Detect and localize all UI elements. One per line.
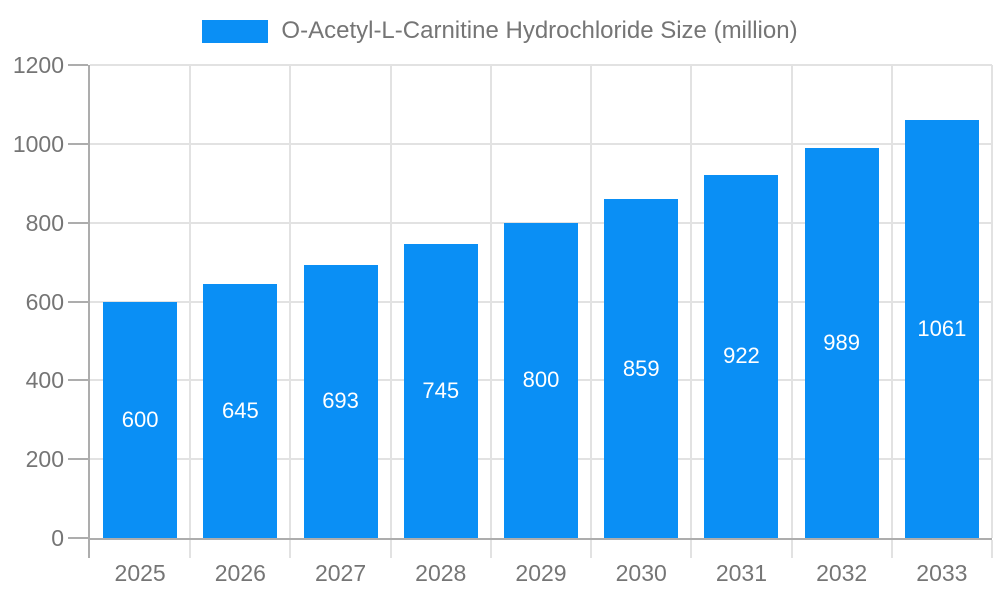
x-axis-tick <box>189 540 192 558</box>
bar-2025[interactable]: 600 <box>103 301 178 538</box>
y-axis-tick <box>68 379 88 382</box>
gridline-vertical <box>790 65 793 538</box>
legend-swatch <box>202 19 269 43</box>
bar-value-label: 859 <box>622 355 660 381</box>
gridline-horizontal <box>90 142 992 145</box>
y-tick-label: 0 <box>51 525 64 551</box>
x-axis-tick <box>790 540 793 558</box>
x-tick-label: 2027 <box>314 560 367 586</box>
bar-2028[interactable]: 745 <box>403 244 478 538</box>
gridline-vertical <box>389 65 392 538</box>
x-tick-label: 2030 <box>615 560 667 586</box>
bar-value-label: 600 <box>121 406 159 432</box>
y-axis-tick <box>68 221 88 224</box>
x-tick-label: 2026 <box>214 560 266 586</box>
x-tick-label: 2033 <box>916 560 968 586</box>
x-axis-tick <box>88 540 90 558</box>
bar-2027[interactable]: 693 <box>303 264 378 538</box>
y-tick-label: 600 <box>25 288 64 315</box>
bar-2029[interactable]: 800 <box>504 222 578 538</box>
gridline-vertical <box>991 65 993 538</box>
legend-item[interactable]: O-Acetyl-L-Carnitine Hydrochloride Size … <box>0 17 1000 45</box>
gridline-horizontal <box>90 64 992 66</box>
y-axis-tick <box>68 537 88 539</box>
y-tick-label: 1200 <box>12 52 64 78</box>
bar-2031[interactable]: 922 <box>704 174 779 538</box>
x-tick-label: 2032 <box>816 560 868 586</box>
bar-value-label: 745 <box>422 378 460 404</box>
bar-value-label: 989 <box>823 330 861 356</box>
x-tick-label: 2025 <box>114 560 166 586</box>
x-axis-tick <box>389 540 392 558</box>
bar-2030[interactable]: 859 <box>604 199 679 538</box>
gridline-vertical <box>890 65 893 538</box>
bar-value-label: 922 <box>723 343 760 369</box>
bar-value-label: 800 <box>522 367 560 393</box>
x-axis-tick <box>690 540 693 558</box>
bar-2026[interactable]: 645 <box>203 283 278 538</box>
x-axis-tick <box>590 540 593 558</box>
gridline-vertical <box>489 65 492 538</box>
y-tick-label: 800 <box>25 209 64 236</box>
x-tick-label: 2031 <box>715 560 768 586</box>
bar-value-label: 1061 <box>917 315 967 341</box>
y-axis-tick <box>68 64 88 66</box>
plot-area: 0 200 400 600 800 1000 1200 600 2025 645 2026 693 20… <box>13 52 993 586</box>
y-axis-tick <box>68 142 88 145</box>
gridline-vertical <box>690 65 693 538</box>
x-axis-tick <box>489 540 492 558</box>
bar-2032[interactable]: 989 <box>804 148 879 538</box>
bar-2033[interactable]: 1061 <box>904 119 979 538</box>
y-axis-tick <box>68 300 88 303</box>
x-axis-tick <box>289 540 292 558</box>
gridline-vertical <box>590 65 593 538</box>
x-tick-label: 2029 <box>515 560 567 586</box>
x-axis-tick <box>991 540 993 558</box>
y-axis-tick <box>68 458 88 461</box>
y-tick-label: 200 <box>25 446 64 473</box>
y-tick-label: 1000 <box>12 130 64 157</box>
gridline-vertical <box>289 65 292 538</box>
bar-value-label: 693 <box>322 388 359 414</box>
bar-value-label: 645 <box>221 397 259 423</box>
gridline-vertical <box>189 65 192 538</box>
y-tick-label: 400 <box>25 367 64 394</box>
x-tick-label: 2028 <box>415 560 467 586</box>
x-axis-tick <box>890 540 893 558</box>
legend-label: O-Acetyl-L-Carnitine Hydrochloride Size … <box>281 17 798 44</box>
